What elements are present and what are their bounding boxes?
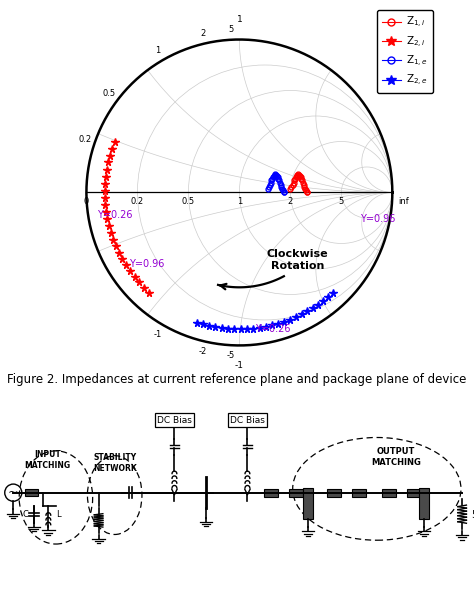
Text: 0.2: 0.2 — [131, 197, 144, 206]
Text: Y=0.96: Y=0.96 — [360, 213, 396, 223]
Text: 1: 1 — [155, 46, 160, 55]
Text: DC Bias: DC Bias — [230, 416, 265, 425]
Text: 5: 5 — [339, 197, 344, 206]
Bar — [25, 489, 38, 496]
Text: Clockwise
Rotation: Clockwise Rotation — [267, 249, 328, 271]
Bar — [352, 489, 366, 497]
Text: 5: 5 — [228, 25, 233, 34]
Text: -2: -2 — [199, 347, 207, 356]
Text: ~: ~ — [8, 486, 18, 499]
Text: 0.2: 0.2 — [78, 135, 91, 144]
Text: Figure 2. Impedances at current reference plane and package plane of device: Figure 2. Impedances at current referenc… — [7, 373, 467, 386]
Text: 0: 0 — [84, 197, 89, 206]
Text: Y=0.26: Y=0.26 — [255, 323, 290, 334]
Text: -5: -5 — [227, 352, 235, 361]
Text: 2: 2 — [200, 29, 205, 38]
Text: 0.5: 0.5 — [182, 197, 195, 206]
Text: 0.5: 0.5 — [102, 89, 115, 98]
Text: 50$\Omega$: 50$\Omega$ — [471, 508, 474, 520]
Text: INPUT
MATCHING: INPUT MATCHING — [24, 450, 71, 470]
Text: -1: -1 — [235, 361, 244, 370]
Bar — [303, 488, 313, 519]
Text: Y=0.96: Y=0.96 — [129, 259, 164, 270]
Bar — [419, 488, 429, 519]
Text: -1: -1 — [154, 329, 162, 338]
Text: 2: 2 — [288, 197, 293, 206]
Text: STABILITY
NETWORK: STABILITY NETWORK — [93, 453, 137, 473]
Text: OUTPUT
MATCHING: OUTPUT MATCHING — [371, 447, 421, 467]
Bar — [382, 489, 396, 497]
Bar — [289, 489, 303, 497]
Text: L: L — [56, 510, 61, 519]
Text: 1: 1 — [237, 197, 242, 206]
Bar — [407, 489, 421, 497]
Text: C: C — [22, 510, 28, 519]
Legend: Z$_{1,i}$, Z$_{2,i}$, Z$_{1,e}$, Z$_{2,e}$: Z$_{1,i}$, Z$_{2,i}$, Z$_{1,e}$, Z$_{2,e… — [377, 10, 433, 93]
Bar — [264, 489, 278, 497]
Text: DC Bias: DC Bias — [157, 416, 192, 425]
Bar — [327, 489, 341, 497]
Text: inf: inf — [399, 197, 409, 206]
Text: 1: 1 — [237, 15, 242, 24]
Text: Y=0.26: Y=0.26 — [97, 210, 133, 220]
